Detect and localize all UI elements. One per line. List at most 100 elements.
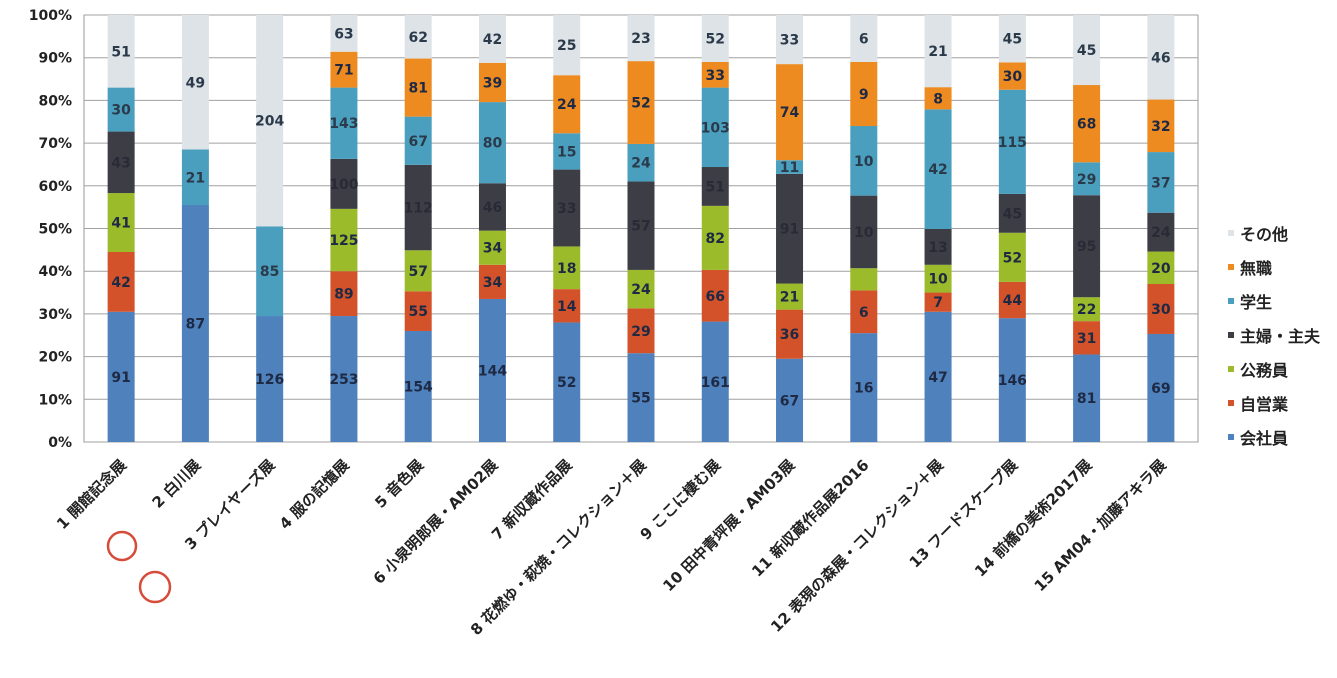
bar-segment: [330, 15, 358, 52]
bar-segment: [256, 226, 284, 317]
data-label: 25: [557, 38, 576, 54]
bar-segment: [701, 205, 729, 270]
bar-segment: [998, 62, 1026, 90]
legend-label: 学生: [1240, 293, 1272, 312]
bar-segment: [1073, 162, 1101, 196]
data-label: 24: [557, 97, 577, 113]
x-tick-label: 5 音色展: [371, 456, 427, 512]
y-tick-label: 90%: [38, 51, 72, 67]
data-label: 69: [1151, 381, 1170, 397]
bar-segment: [850, 126, 878, 196]
data-label: 43: [111, 155, 130, 171]
bar-segment: [998, 318, 1026, 442]
data-label: 204: [255, 114, 284, 130]
data-label: 22: [1077, 302, 1096, 318]
legend-swatch: [1228, 434, 1234, 440]
y-tick-label: 80%: [38, 93, 72, 109]
y-tick-label: 60%: [38, 179, 72, 195]
bar-segment: [1073, 85, 1101, 163]
y-tick-label: 30%: [38, 307, 72, 323]
bar-segment: [924, 15, 952, 88]
data-label: 20: [1151, 261, 1171, 277]
data-label: 16: [854, 381, 873, 397]
bar-segment: [107, 251, 135, 312]
data-label: 87: [186, 317, 205, 333]
data-label: 51: [111, 44, 130, 60]
bar-segment: [478, 298, 506, 442]
data-label: 81: [408, 81, 427, 97]
bar-segment: [404, 291, 432, 331]
bar-segment: [181, 205, 209, 442]
data-label: 49: [186, 75, 205, 91]
y-tick-label: 50%: [38, 222, 72, 238]
bar-segment: [850, 15, 878, 62]
x-tick-label: 1 開館記念展: [53, 456, 130, 533]
bar-segment: [478, 15, 506, 63]
x-tick-label: 15 AM04・加藤アキラ展: [1031, 456, 1170, 595]
bar-segment: [553, 169, 581, 247]
data-label: 21: [928, 44, 947, 60]
bar-segment: [404, 164, 432, 251]
data-label: 55: [631, 391, 650, 407]
data-label: 29: [631, 324, 650, 340]
bar-segment: [330, 271, 358, 317]
bar-segment: [553, 289, 581, 323]
bar-segment: [404, 58, 432, 117]
legend-swatch: [1228, 332, 1234, 338]
legend-label: 公務員: [1240, 361, 1288, 380]
bar-segment: [181, 15, 209, 150]
bar-segment: [998, 15, 1026, 63]
data-label: 33: [780, 33, 799, 49]
data-label: 91: [111, 370, 130, 386]
data-label: 81: [1077, 391, 1096, 407]
bar-segment: [478, 62, 506, 103]
bar-segment: [404, 116, 432, 165]
bar-segment: [553, 322, 581, 442]
data-label: 71: [334, 63, 353, 79]
bar-segment: [404, 15, 432, 59]
x-tick-label: 6 小泉明郎展・AM02展: [370, 456, 502, 588]
data-label: 30: [1003, 69, 1023, 85]
bar-segment: [1073, 15, 1101, 86]
data-label: 44: [1003, 293, 1023, 309]
data-label: 11: [780, 160, 799, 176]
data-label: 154: [404, 379, 433, 395]
data-label: 146: [998, 373, 1027, 389]
bar-segment: [776, 15, 804, 65]
bar-segment: [998, 232, 1026, 282]
bar-segment: [850, 61, 878, 127]
data-label: 33: [706, 68, 725, 84]
bar-segment: [627, 15, 655, 62]
data-label: 36: [780, 327, 799, 343]
data-label: 46: [1151, 50, 1170, 66]
data-label: 143: [329, 116, 358, 132]
bar-segment: [924, 311, 952, 442]
bar-segment: [850, 333, 878, 442]
data-label: 253: [329, 372, 358, 388]
red-circle-annotation: [106, 530, 138, 562]
bar-segment: [107, 87, 135, 132]
x-tick-label: 4 服の記憶展: [276, 456, 353, 533]
legend-label: 自営業: [1240, 395, 1289, 414]
bar-segment: [1147, 15, 1175, 100]
data-label: 52: [557, 375, 576, 391]
bar-segment: [776, 160, 804, 174]
data-label: 45: [1003, 206, 1022, 222]
data-label: 37: [1151, 175, 1170, 191]
bar-segment: [627, 308, 655, 354]
bar-segment: [107, 131, 135, 194]
y-tick-label: 10%: [38, 392, 72, 408]
legend-swatch: [1228, 298, 1234, 304]
data-label: 45: [1003, 32, 1022, 48]
data-label: 42: [483, 32, 502, 48]
bar-segment: [1073, 195, 1101, 298]
data-label: 13: [928, 240, 947, 256]
bar-segment: [256, 316, 284, 442]
data-label: 14: [557, 299, 577, 315]
data-label: 30: [1151, 302, 1171, 318]
bar-segment: [776, 358, 804, 442]
bar-segment: [1147, 333, 1175, 442]
data-label: 6: [859, 305, 869, 321]
data-label: 68: [1077, 117, 1096, 133]
